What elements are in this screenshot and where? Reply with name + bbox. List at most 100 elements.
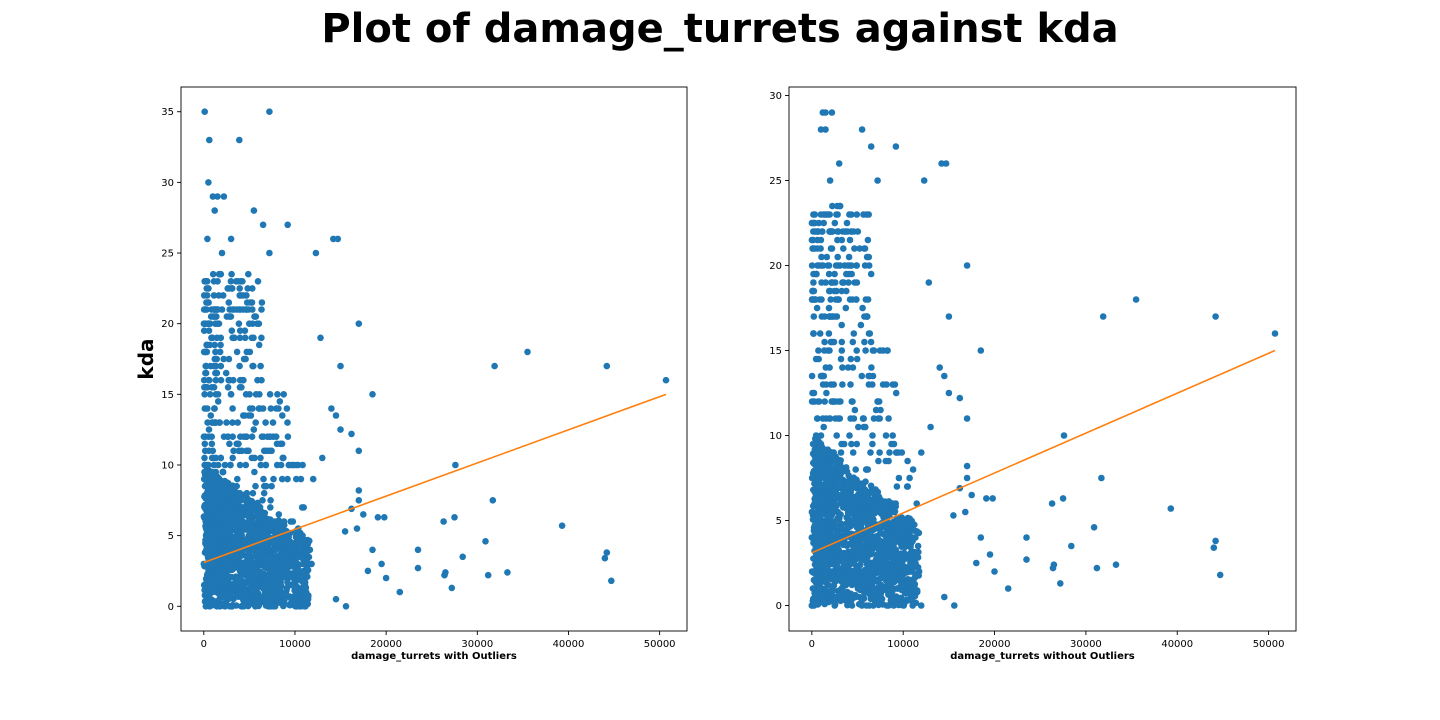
data-point [271, 518, 279, 525]
data-point [355, 447, 363, 455]
data-point [236, 334, 244, 342]
data-point [603, 362, 611, 370]
data-point [812, 270, 820, 278]
data-point [268, 482, 275, 490]
data-point [869, 432, 876, 439]
data-point [839, 364, 846, 371]
data-point [820, 211, 827, 218]
data-point [941, 593, 948, 601]
regression-line [203, 393, 667, 564]
data-point [237, 497, 245, 504]
data-point [260, 489, 268, 497]
data-point [210, 278, 218, 285]
data-point [855, 423, 862, 431]
data-point [809, 585, 817, 592]
data-point [203, 299, 210, 306]
data-point [250, 362, 257, 370]
data-point [846, 432, 853, 439]
y-tick-label: 10 [769, 431, 782, 442]
data-point [280, 518, 288, 525]
data-point [915, 529, 923, 537]
data-point [245, 532, 253, 539]
data-point [911, 585, 918, 592]
data-point [816, 593, 824, 601]
data-point [227, 278, 235, 285]
data-point [217, 362, 225, 370]
data-point [262, 595, 270, 603]
data-point [902, 555, 910, 562]
data-point [207, 494, 214, 502]
data-point [823, 253, 831, 261]
data-point [867, 143, 875, 150]
data-point [890, 563, 898, 570]
data-point [822, 585, 829, 592]
data-point [861, 262, 869, 269]
data-point [251, 468, 258, 476]
data-point [869, 585, 877, 592]
data-point [262, 560, 269, 568]
data-point [813, 525, 821, 533]
data-point [235, 320, 243, 328]
data-point [862, 508, 869, 516]
data-point [849, 364, 857, 371]
data-point [812, 355, 820, 363]
data-point [206, 136, 213, 144]
data-point [1090, 524, 1098, 531]
data-point [914, 542, 922, 550]
data-point [809, 508, 817, 516]
data-point [870, 509, 877, 517]
y-tick-label: 0 [776, 601, 782, 612]
y-tick-label: 30 [769, 91, 782, 102]
data-point [204, 235, 211, 243]
data-point [854, 585, 862, 592]
data-point [265, 603, 272, 610]
data-point [821, 338, 828, 346]
data-point [837, 355, 845, 363]
data-point [211, 313, 218, 320]
data-point [845, 508, 853, 516]
data-point [864, 551, 872, 558]
data-point [484, 571, 492, 579]
data-point [828, 313, 835, 320]
data-point [262, 461, 270, 469]
data-point [848, 602, 856, 609]
data-point [219, 589, 226, 596]
data-point [962, 508, 969, 516]
data-point [211, 207, 218, 214]
y-tick-label: 0 [168, 602, 174, 613]
data-point [831, 491, 838, 499]
data-point [1099, 313, 1107, 320]
data-point [288, 581, 295, 589]
data-point [812, 432, 820, 439]
data-point [209, 193, 217, 200]
data-point [304, 573, 311, 580]
data-point [826, 415, 833, 422]
data-point [865, 253, 873, 261]
data-point [210, 525, 218, 532]
data-point [558, 522, 566, 529]
data-point [865, 330, 873, 337]
data-point [1060, 432, 1068, 439]
data-point [261, 588, 269, 596]
data-point [853, 355, 861, 363]
data-point [860, 568, 867, 575]
data-point [927, 423, 934, 431]
x-tick-label: 40000 [1161, 639, 1193, 650]
data-point [833, 544, 841, 551]
data-point [871, 559, 878, 567]
data-point [209, 270, 217, 278]
data-point [868, 364, 875, 371]
data-point [202, 495, 209, 502]
data-point [847, 381, 854, 388]
plot-area [200, 108, 670, 610]
data-point [818, 253, 825, 261]
data-point [297, 595, 305, 603]
data-point [809, 287, 816, 295]
data-point [205, 426, 213, 433]
data-point [213, 504, 221, 511]
data-point [227, 235, 235, 243]
data-point [214, 320, 221, 328]
data-point [258, 334, 265, 342]
data-point [236, 362, 243, 370]
data-point [861, 338, 868, 346]
